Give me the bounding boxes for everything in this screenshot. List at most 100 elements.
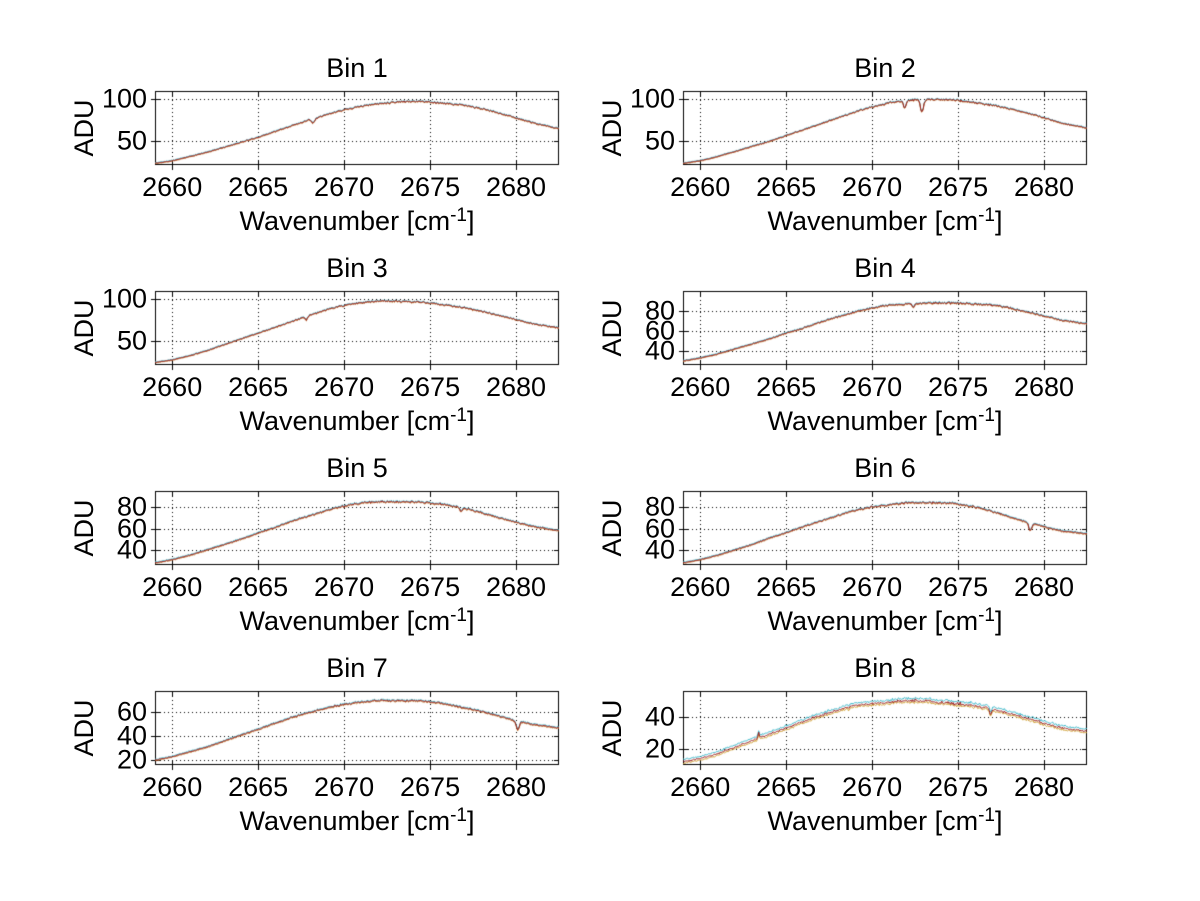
plot-title: Bin 1: [326, 53, 388, 83]
plot-title: Bin 2: [854, 53, 916, 83]
y-axis-label: ADU: [597, 99, 627, 157]
plot-area-canvas: [674, 682, 1096, 774]
x-tick-label: 2670: [314, 172, 375, 202]
x-tick-label: 2660: [142, 772, 203, 802]
y-tick-label: 20: [116, 744, 147, 775]
x-axis-label-superscript: -1: [978, 405, 995, 426]
x-tick-label: 2680: [485, 772, 547, 802]
x-tick-label: 2675: [400, 172, 461, 202]
x-axis-label-superscript: -1: [450, 205, 467, 226]
x-axis-label: Wavenumber [cm-1]: [683, 605, 1087, 641]
x-tick-label: 2665: [228, 372, 289, 402]
x-axis-label: Wavenumber [cm-1]: [155, 205, 559, 241]
x-tick-label: 2680: [485, 572, 547, 602]
x-axis-label-superscript: -1: [978, 805, 995, 826]
plot-title: Bin 5: [326, 453, 388, 483]
x-axis-label-base: Wavenumber [cm: [767, 406, 979, 436]
x-axis-label-close: ]: [994, 406, 1003, 436]
x-tick-label: 2670: [842, 372, 903, 402]
x-axis-label-close: ]: [466, 806, 475, 836]
x-tick-label: 2660: [670, 772, 731, 802]
y-axis-label: ADU: [597, 299, 627, 357]
plot-title: Bin 4: [854, 253, 916, 283]
x-tick-label: 2670: [314, 572, 375, 602]
y-tick-label: 100: [629, 83, 675, 114]
x-axis-label-superscript: -1: [450, 405, 467, 426]
y-tick-label: 40: [644, 701, 675, 732]
y-axis-label: ADU: [69, 499, 99, 557]
x-tick-label: 2680: [1013, 172, 1075, 202]
y-tick-label: 100: [101, 83, 147, 114]
x-tick-label: 2660: [670, 172, 731, 202]
y-tick-label: 20: [644, 733, 675, 764]
y-tick-label: 50: [644, 125, 675, 156]
x-tick-label: 2670: [842, 172, 903, 202]
plot-area-canvas: [146, 482, 568, 574]
x-axis-label-superscript: -1: [978, 205, 995, 226]
y-tick-label: 60: [644, 513, 675, 544]
x-tick-label: 2670: [842, 572, 903, 602]
x-axis-label: Wavenumber [cm-1]: [155, 805, 559, 841]
x-axis-label-close: ]: [994, 606, 1003, 636]
x-tick-label: 2660: [142, 572, 203, 602]
x-axis-label-base: Wavenumber [cm: [239, 406, 451, 436]
x-tick-label: 2670: [314, 372, 375, 402]
x-tick-label: 2665: [228, 772, 289, 802]
x-axis-label: Wavenumber [cm-1]: [683, 805, 1087, 841]
y-tick-label: 50: [116, 325, 147, 356]
x-tick-label: 2665: [756, 572, 817, 602]
x-axis-label-superscript: -1: [450, 805, 467, 826]
x-axis-label: Wavenumber [cm-1]: [683, 405, 1087, 441]
x-tick-label: 2675: [400, 572, 461, 602]
x-tick-label: 2665: [756, 372, 817, 402]
x-tick-label: 2675: [928, 372, 989, 402]
plot-area-canvas: [674, 282, 1096, 374]
y-tick-label: 40: [116, 720, 147, 751]
plot-area-canvas: [146, 282, 568, 374]
plot-title: Bin 3: [326, 253, 388, 283]
y-axis-label: ADU: [69, 299, 99, 357]
x-axis-label-close: ]: [466, 606, 475, 636]
x-tick-label: 2675: [928, 172, 989, 202]
y-tick-label: 40: [644, 534, 675, 565]
x-tick-label: 2665: [756, 172, 817, 202]
plot-area-canvas: [674, 82, 1096, 174]
x-tick-label: 2675: [928, 772, 989, 802]
y-tick-label: 80: [644, 295, 675, 326]
x-axis-label-base: Wavenumber [cm: [767, 206, 979, 236]
x-tick-label: 2680: [485, 172, 547, 202]
x-axis-label-base: Wavenumber [cm: [239, 806, 451, 836]
y-axis-label: ADU: [597, 699, 627, 757]
x-tick-label: 2660: [142, 172, 203, 202]
plot-area-canvas: [146, 682, 568, 774]
x-tick-label: 2665: [228, 572, 289, 602]
x-tick-label: 2670: [314, 772, 375, 802]
x-axis-label-base: Wavenumber [cm: [239, 206, 451, 236]
x-axis-label-superscript: -1: [978, 605, 995, 626]
x-tick-label: 2675: [400, 372, 461, 402]
y-axis-label: ADU: [69, 699, 99, 757]
x-axis-label-close: ]: [994, 206, 1003, 236]
plot-title: Bin 8: [854, 653, 916, 683]
x-tick-label: 2675: [928, 572, 989, 602]
x-axis-label-close: ]: [466, 206, 475, 236]
x-axis-label-base: Wavenumber [cm: [767, 806, 979, 836]
x-axis-label: Wavenumber [cm-1]: [683, 205, 1087, 241]
x-axis-label: Wavenumber [cm-1]: [155, 605, 559, 641]
x-tick-label: 2680: [1013, 372, 1075, 402]
x-axis-label: Wavenumber [cm-1]: [155, 405, 559, 441]
plot-area-canvas: [674, 482, 1096, 574]
x-axis-label-superscript: -1: [450, 605, 467, 626]
x-axis-label-base: Wavenumber [cm: [767, 606, 979, 636]
x-tick-label: 2665: [228, 172, 289, 202]
y-axis-label: ADU: [597, 499, 627, 557]
y-tick-label: 60: [116, 696, 147, 727]
x-tick-label: 2660: [670, 372, 731, 402]
x-tick-label: 2675: [400, 772, 461, 802]
x-axis-label-close: ]: [466, 406, 475, 436]
x-axis-label-close: ]: [994, 806, 1003, 836]
y-tick-label: 50: [116, 125, 147, 156]
plot-title: Bin 7: [326, 653, 388, 683]
y-axis-label: ADU: [69, 99, 99, 157]
